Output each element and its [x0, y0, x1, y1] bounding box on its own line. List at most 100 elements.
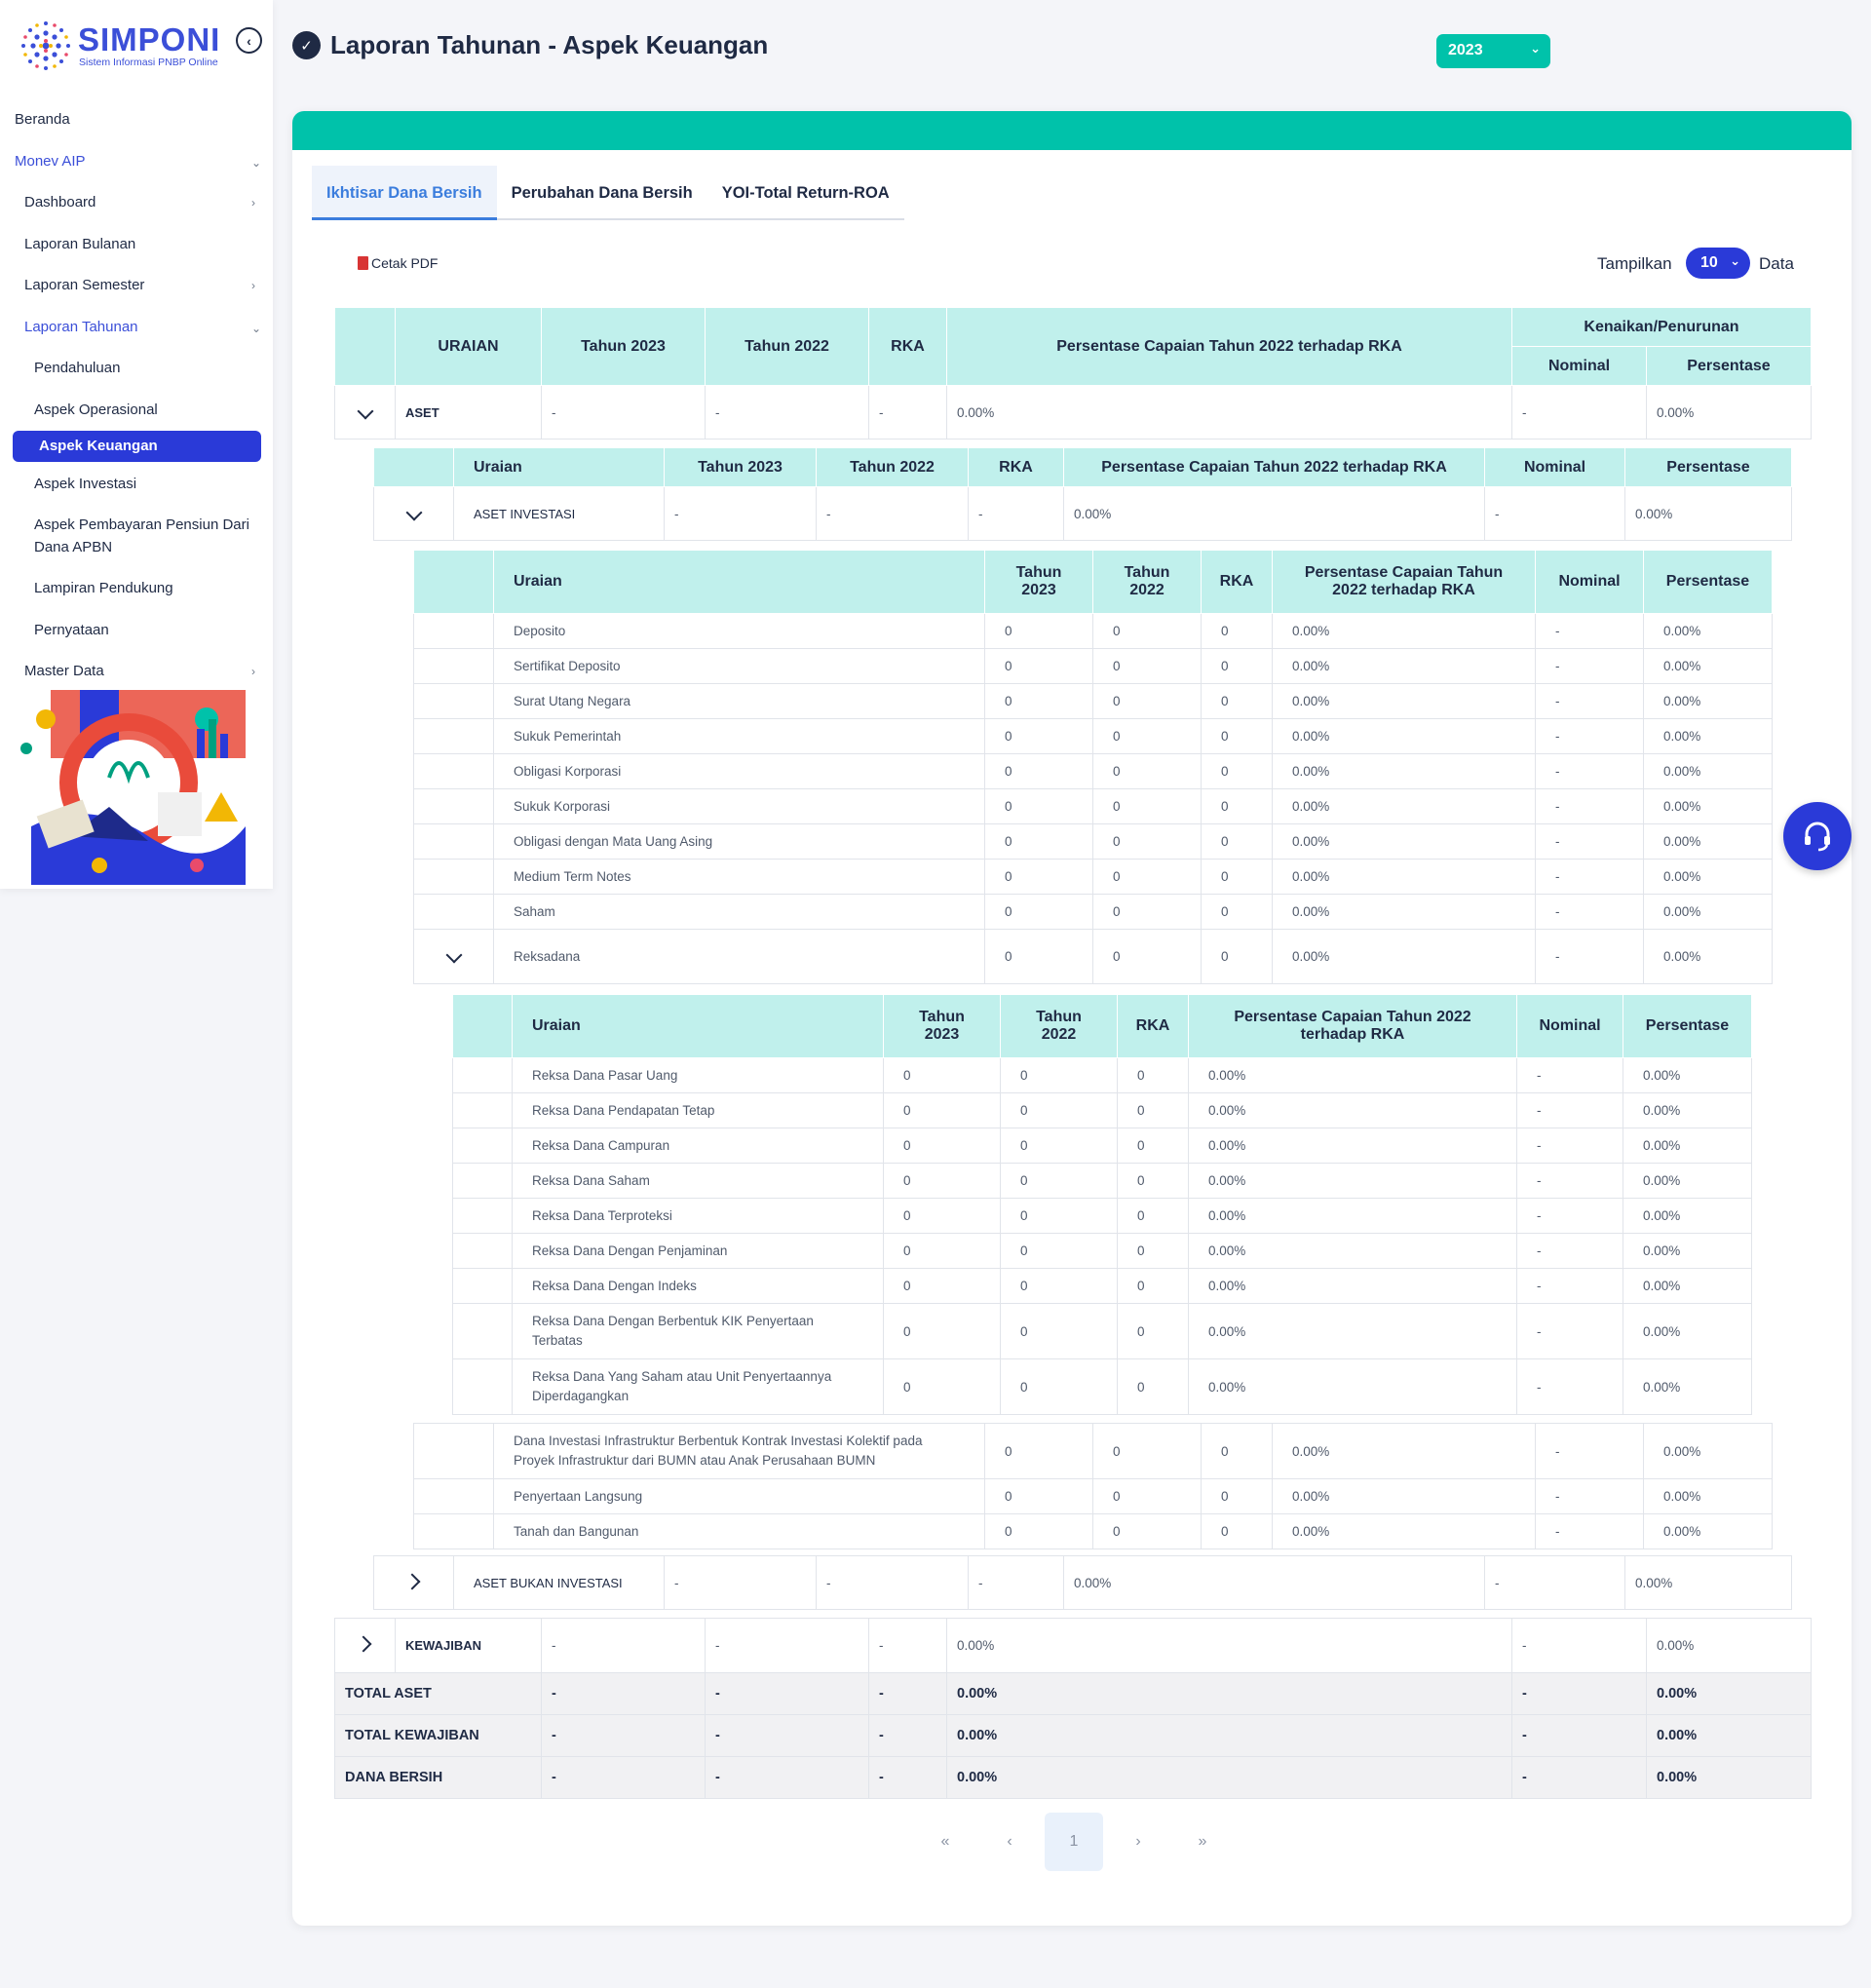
simponi-logo[interactable]: SIMPONI Sistem Informasi PNBP Online	[18, 18, 232, 76]
table-row: ASET - - - 0.00% - 0.00%	[334, 385, 1812, 440]
header-line: Tahun	[1124, 564, 1170, 581]
nav-lampiran-pendukung[interactable]: Lampiran Pendukung	[34, 580, 173, 596]
chevron-down-icon: ⌄	[251, 322, 262, 335]
cell-value: 0	[883, 1233, 1001, 1269]
total-value: -	[1511, 1756, 1647, 1799]
table-row: Obligasi Korporasi 0 0 0 0.00% -0.00%	[413, 753, 1773, 789]
cell-value: 0	[1117, 1358, 1189, 1415]
nav-aspek-investasi[interactable]: Aspek Investasi	[34, 476, 137, 492]
page-1-button[interactable]: 1	[1045, 1813, 1103, 1871]
collapse-sidebar-button[interactable]: ‹	[236, 27, 262, 54]
row-spacer	[413, 683, 494, 719]
header-nominal: Nominal	[1511, 346, 1647, 386]
next-page-button[interactable]: ›	[1135, 1833, 1141, 1850]
table-row: Dana Investasi Infrastruktur Berbentuk K…	[413, 1423, 1773, 1479]
row-spacer	[413, 788, 494, 824]
cell-value: 0.00%	[1643, 683, 1773, 719]
cell-value: -	[1516, 1198, 1623, 1234]
cell-value: 0.00%	[1623, 1233, 1752, 1269]
header-line: 2022	[1041, 1026, 1077, 1043]
row-label-line: Reksa Dana Terproteksi	[532, 1207, 672, 1223]
cell-value: 0.00%	[1624, 486, 1792, 541]
cell-value: -	[1535, 1423, 1644, 1479]
total-value: -	[705, 1672, 869, 1715]
cell-value: 0	[1000, 1303, 1118, 1359]
expand-toggle[interactable]	[413, 929, 494, 984]
cell-value: 0	[883, 1163, 1001, 1199]
expand-toggle[interactable]	[334, 1618, 396, 1673]
row-label: ASET BUKAN INVESTASI	[453, 1555, 665, 1610]
row-label: Reksa Dana Pendapatan Tetap	[512, 1092, 884, 1128]
nav-laporan-tahunan[interactable]: Laporan Tahunan	[24, 319, 138, 335]
total-label: TOTAL KEWAJIBAN	[334, 1714, 542, 1757]
nav-monev-aip[interactable]: Monev AIP	[15, 153, 86, 170]
total-value: 0.00%	[1646, 1672, 1812, 1715]
cell-value: 0.00%	[1643, 613, 1773, 649]
cell-value: -	[664, 486, 817, 541]
nav-aspek-pembayaran-pensiun[interactable]: Aspek Pembayaran Pensiun Dari	[34, 516, 249, 533]
cell-value: 0	[1000, 1268, 1118, 1304]
cell-value: 0	[883, 1128, 1001, 1164]
cell-value: 0.00%	[1623, 1057, 1752, 1093]
total-value: -	[868, 1672, 947, 1715]
expand-toggle[interactable]	[373, 1555, 454, 1610]
header-persentase-capaian: Persentase Capaian Tahun 2022 terhadap R…	[946, 307, 1512, 386]
row-spacer	[413, 1478, 494, 1514]
header-uraian: Uraian	[453, 447, 665, 487]
cell-value: -	[1484, 1555, 1625, 1610]
cell-value: 0	[1000, 1092, 1118, 1128]
row-label: ASET INVESTASI	[453, 486, 665, 541]
cell-value: 0	[984, 788, 1093, 824]
cell-value: 0	[1201, 1513, 1273, 1549]
expand-toggle[interactable]	[334, 385, 396, 440]
help-support-button[interactable]	[1783, 802, 1852, 870]
row-spacer	[452, 1092, 513, 1128]
nav-master-data[interactable]: Master Data	[24, 663, 104, 679]
header-line: Persentase Capaian Tahun 2022	[1234, 1009, 1471, 1025]
last-page-button[interactable]: »	[1198, 1833, 1207, 1850]
cell-value: -	[705, 385, 869, 440]
nav-pernyataan[interactable]: Pernyataan	[34, 622, 109, 638]
tab-yoi-total-return-roa[interactable]: YOI-Total Return-ROA	[721, 184, 890, 202]
chevron-down-icon: ⌄	[251, 156, 262, 170]
logo-subtitle: Sistem Informasi PNBP Online	[79, 57, 218, 68]
page-size-select[interactable]: 10 ⌄	[1686, 248, 1750, 279]
print-pdf-button[interactable]: Cetak PDF	[358, 255, 438, 271]
row-label: Sukuk Korporasi	[493, 788, 985, 824]
cell-value: 0.00%	[1643, 823, 1773, 860]
row-label: Saham	[493, 894, 985, 930]
year-select[interactable]: 2023 ⌄	[1436, 34, 1550, 68]
nav-laporan-semester[interactable]: Laporan Semester	[24, 277, 145, 293]
table-row: Reksa Dana Pasar Uang 0 0 0 0.00% -0.00%	[452, 1057, 1752, 1093]
table-row: Sertifikat Deposito 0 0 0 0.00% -0.00%	[413, 648, 1773, 684]
nav-aspek-keuangan[interactable]: Aspek Keuangan	[13, 431, 261, 462]
cell-value: 0	[883, 1092, 1001, 1128]
cell-value: 0	[1201, 1423, 1273, 1479]
cell-value: 0	[984, 1423, 1093, 1479]
nav-dashboard[interactable]: Dashboard	[24, 194, 96, 210]
cell-value: 0	[1092, 648, 1202, 684]
header-rka: RKA	[968, 447, 1064, 487]
row-label: KEWAJIBAN	[395, 1618, 542, 1673]
cell-value: 0.00%	[1643, 1478, 1773, 1514]
row-label-line: Proyek Infrastruktur dari BUMN atau Anak…	[514, 1453, 876, 1468]
prev-page-button[interactable]: ‹	[1007, 1833, 1012, 1850]
tab-ikhtisar-dana-bersih[interactable]: Ikhtisar Dana Bersih	[312, 166, 497, 220]
nav-aspek-operasional[interactable]: Aspek Operasional	[34, 401, 158, 418]
cell-value: -	[816, 486, 969, 541]
first-page-button[interactable]: «	[940, 1833, 950, 1850]
row-label: Reksadana	[493, 929, 985, 984]
nav-laporan-bulanan[interactable]: Laporan Bulanan	[24, 236, 136, 252]
table-row: Sukuk Korporasi 0 0 0 0.00% -0.00%	[413, 788, 1773, 824]
header-rka: RKA	[1117, 994, 1189, 1058]
chevron-right-icon: ›	[251, 196, 255, 210]
tab-perubahan-dana-bersih[interactable]: Perubahan Dana Bersih	[511, 184, 693, 202]
header-tahun-2023: Tahun 2023	[664, 447, 817, 487]
nav-aspek-pembayaran-pensiun-line2[interactable]: Dana APBN	[34, 539, 113, 555]
nav-pendahuluan[interactable]: Pendahuluan	[34, 360, 121, 376]
expand-toggle[interactable]	[373, 486, 454, 541]
cell-value: 0.00%	[1623, 1092, 1752, 1128]
nav-beranda[interactable]: Beranda	[15, 111, 70, 128]
cell-value: -	[541, 385, 706, 440]
row-label: Surat Utang Negara	[493, 683, 985, 719]
